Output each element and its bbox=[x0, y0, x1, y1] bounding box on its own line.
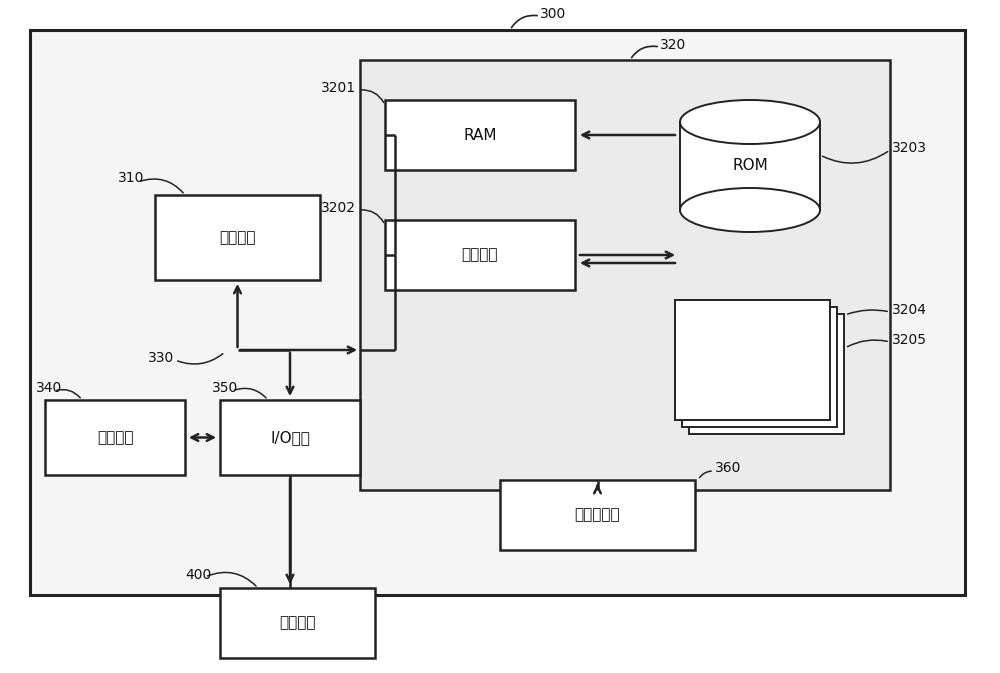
Bar bbox=[675, 300, 830, 420]
Text: 显示单元: 显示单元 bbox=[97, 430, 133, 445]
Text: 340: 340 bbox=[36, 381, 62, 395]
Text: 3203: 3203 bbox=[892, 141, 927, 155]
Text: 3205: 3205 bbox=[892, 333, 927, 347]
Text: 3201: 3201 bbox=[321, 81, 356, 95]
Text: 400: 400 bbox=[185, 568, 211, 582]
Text: 300: 300 bbox=[540, 7, 566, 21]
Text: 处理单元: 处理单元 bbox=[219, 230, 256, 245]
Bar bbox=[45, 400, 185, 475]
Bar bbox=[220, 588, 375, 658]
Text: 3204: 3204 bbox=[892, 303, 927, 317]
Bar bbox=[680, 122, 820, 210]
Text: 320: 320 bbox=[660, 38, 686, 52]
Text: ROM: ROM bbox=[732, 159, 768, 174]
Ellipse shape bbox=[680, 188, 820, 232]
Text: 360: 360 bbox=[715, 461, 741, 475]
Bar bbox=[385, 100, 575, 170]
Bar bbox=[385, 220, 575, 290]
Ellipse shape bbox=[680, 100, 820, 144]
Text: I/O接口: I/O接口 bbox=[270, 430, 310, 445]
Text: 网络适配器: 网络适配器 bbox=[575, 507, 620, 522]
Bar bbox=[689, 314, 844, 434]
Bar bbox=[682, 307, 837, 427]
Text: 外部设备: 外部设备 bbox=[279, 616, 316, 631]
Bar bbox=[155, 195, 320, 280]
Bar bbox=[30, 30, 965, 595]
Text: 3202: 3202 bbox=[321, 201, 356, 215]
Bar bbox=[500, 480, 695, 550]
Bar bbox=[360, 60, 890, 490]
Text: 350: 350 bbox=[212, 381, 238, 395]
Text: RAM: RAM bbox=[463, 127, 497, 143]
Text: 高速缓存: 高速缓存 bbox=[462, 248, 498, 262]
Text: 330: 330 bbox=[148, 351, 174, 365]
Bar bbox=[220, 400, 360, 475]
Text: 310: 310 bbox=[118, 171, 144, 185]
